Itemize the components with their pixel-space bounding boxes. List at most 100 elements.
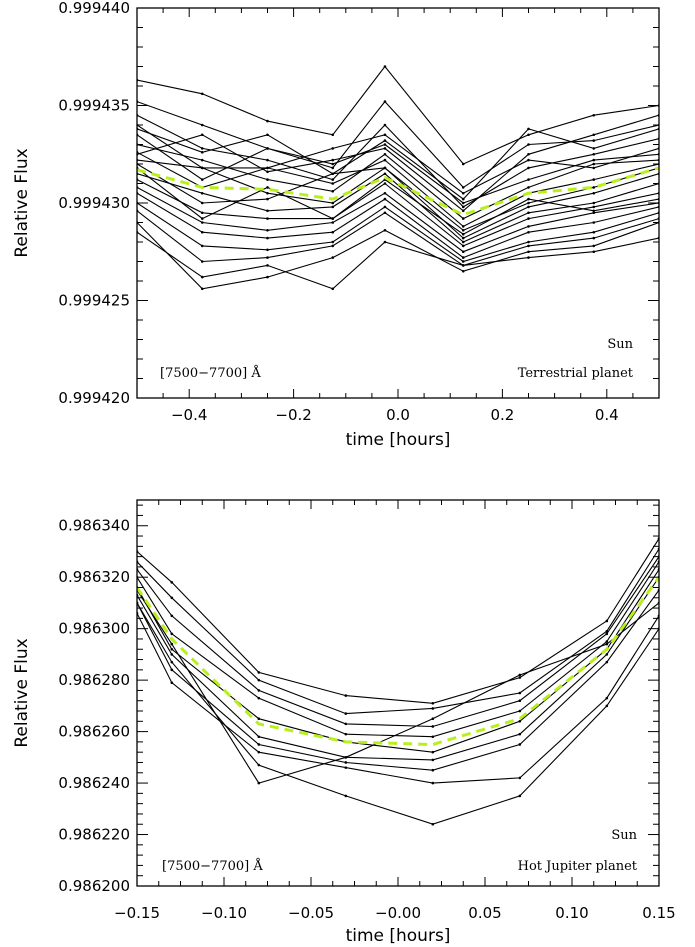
- data-point: [592, 211, 596, 215]
- data-point: [200, 158, 204, 162]
- data-point: [383, 172, 387, 176]
- series-line-3: [137, 556, 659, 728]
- data-point: [331, 158, 335, 162]
- data-point: [266, 236, 269, 240]
- data-point: [431, 725, 435, 728]
- data-point: [383, 65, 387, 68]
- data-point: [527, 152, 530, 156]
- data-point: [331, 162, 335, 166]
- data-point: [257, 696, 261, 700]
- annotation-planet: Hot Jupiter planet: [518, 859, 638, 874]
- x-tick-label: −0.4: [171, 406, 207, 424]
- data-point: [331, 256, 335, 259]
- data-point: [431, 750, 435, 754]
- data-point: [592, 162, 596, 166]
- data-point: [170, 614, 174, 618]
- data-point: [527, 225, 530, 228]
- data-point: [592, 209, 596, 213]
- x-tick-label: −0.2: [275, 406, 311, 424]
- data-point: [331, 133, 335, 137]
- data-point: [170, 647, 174, 651]
- x-tick-label: 0.2: [490, 406, 514, 424]
- data-point: [527, 201, 530, 205]
- data-point: [383, 152, 387, 156]
- data-point: [200, 166, 204, 170]
- data-point: [461, 229, 465, 232]
- data-point: [605, 640, 609, 643]
- data-point: [331, 240, 335, 244]
- y-tick-label: 0.999425: [58, 292, 130, 310]
- data-point: [170, 653, 174, 656]
- data-point: [592, 147, 596, 150]
- data-point: [431, 717, 435, 721]
- data-point: [383, 211, 387, 215]
- data-point: [431, 735, 435, 739]
- data-point: [383, 147, 387, 150]
- data-point: [605, 642, 609, 646]
- data-point: [461, 186, 465, 189]
- data-point: [605, 619, 609, 623]
- x-tick-label: 0.15: [642, 904, 675, 922]
- data-point: [383, 100, 387, 103]
- series-line-9: [137, 163, 659, 239]
- x-tick-label: 0.0: [386, 406, 410, 424]
- data-point: [266, 256, 269, 259]
- data-point: [200, 221, 204, 224]
- data-point: [383, 229, 387, 232]
- mean-line: [137, 166, 659, 217]
- data-point: [257, 717, 261, 721]
- data-point: [461, 205, 465, 209]
- data-point: [344, 722, 348, 726]
- series-line-7: [137, 589, 659, 771]
- annotation-planet: Terrestrial planet: [518, 366, 634, 381]
- data-point: [331, 221, 335, 224]
- x-axis-title: time [hours]: [346, 926, 451, 946]
- data-point: [170, 668, 174, 672]
- data-point: [266, 217, 269, 220]
- data-point: [200, 123, 204, 127]
- data-point: [344, 794, 348, 798]
- data-point: [431, 781, 435, 785]
- chart-panel-2: −0.15 −0.10 −0.05 −0.00 0.05 0.10 0.15 0.986200…: [12, 499, 676, 946]
- y-tick-label: 0.986220: [58, 826, 130, 844]
- data-point: [331, 182, 335, 185]
- y-axis-title: Relative Flux: [12, 148, 32, 257]
- data-point: [331, 287, 335, 291]
- series-line-9: [137, 602, 659, 825]
- data-point: [431, 707, 435, 710]
- data-point: [431, 822, 435, 826]
- series-line-10: [137, 589, 659, 784]
- data-point: [527, 127, 530, 131]
- data-point: [527, 256, 530, 259]
- data-point: [200, 191, 204, 195]
- data-point: [592, 244, 596, 248]
- data-point: [592, 178, 596, 181]
- data-point: [170, 596, 174, 600]
- x-axis-title: time [hours]: [346, 430, 451, 450]
- data-point: [518, 699, 522, 703]
- annotation-band: [7500−7700] Å: [162, 858, 263, 874]
- y-tick-label: 0.986300: [58, 620, 130, 638]
- data-point: [257, 750, 261, 754]
- data-point: [527, 244, 530, 248]
- data-point: [266, 191, 269, 195]
- data-point: [383, 182, 387, 185]
- data-point: [200, 201, 204, 205]
- data-point: [431, 768, 435, 772]
- annotation-star: Sun: [607, 337, 633, 352]
- data-point: [461, 256, 465, 259]
- data-point: [200, 260, 204, 263]
- data-point: [383, 191, 387, 195]
- y-tick-label: 0.986320: [58, 568, 130, 586]
- data-point: [344, 756, 348, 759]
- data-point: [331, 217, 335, 220]
- y-tick-label: 0.986200: [58, 877, 130, 895]
- data-point: [200, 244, 204, 248]
- data-point: [461, 236, 465, 240]
- data-point: [344, 766, 348, 769]
- data-point: [266, 209, 269, 213]
- data-point: [461, 250, 465, 254]
- x-tick-label: 0.4: [595, 406, 619, 424]
- series-line-2: [137, 548, 659, 715]
- data-point: [518, 794, 522, 798]
